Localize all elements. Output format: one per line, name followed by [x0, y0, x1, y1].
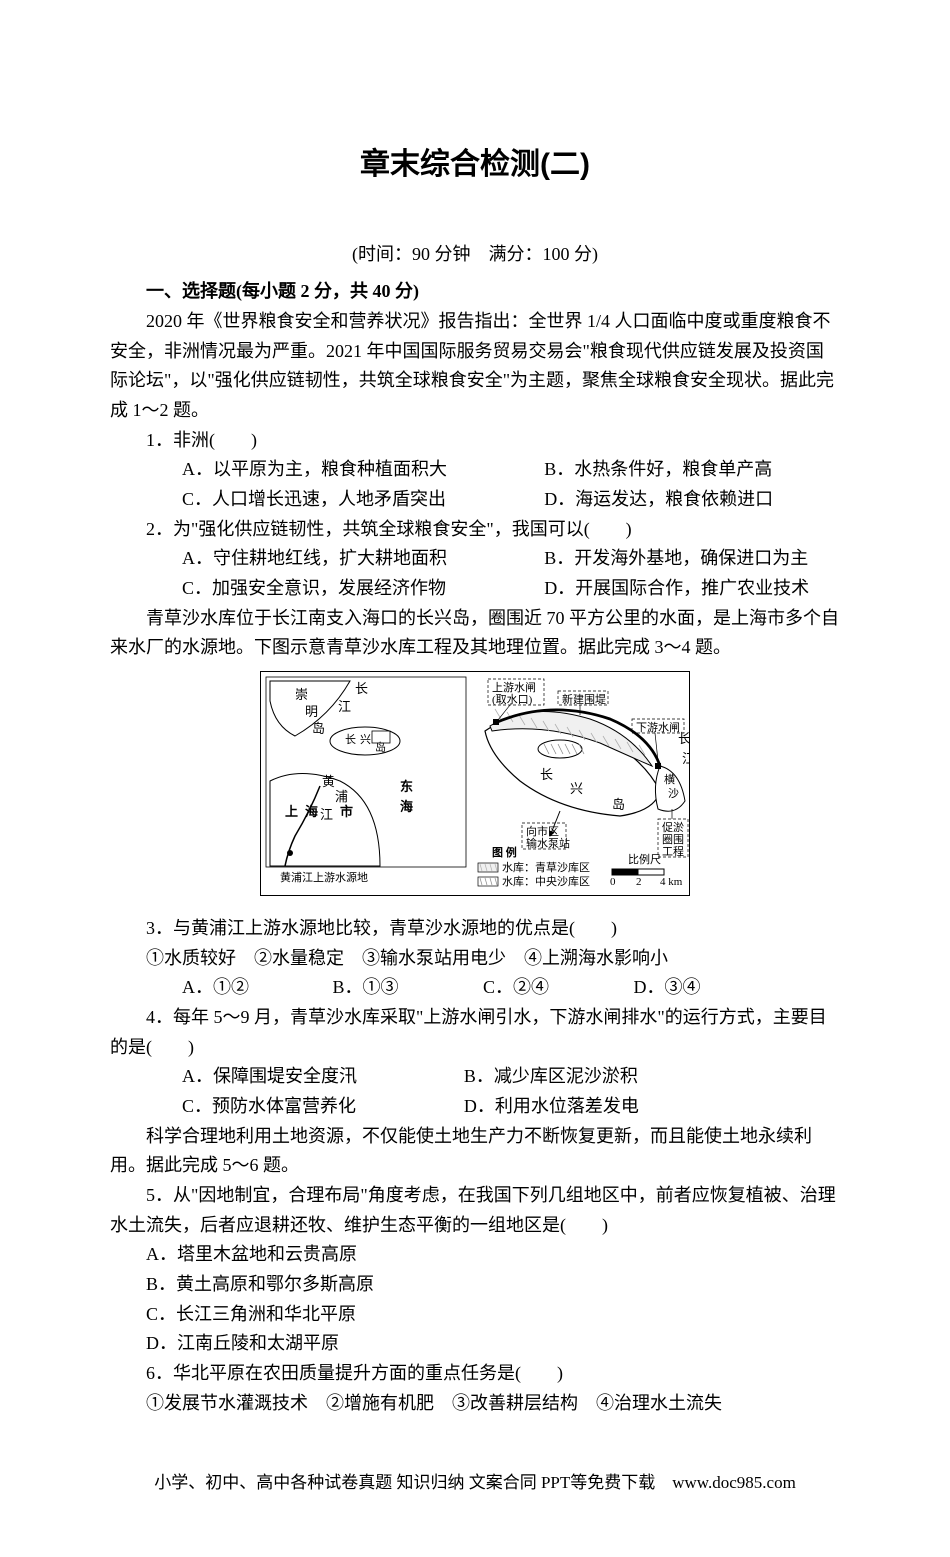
option-4d: D．利用水位落差发电 — [428, 1092, 639, 1122]
page-title: 章末综合检测(二) — [110, 140, 840, 190]
svg-text:上游水闸: 上游水闸 — [492, 681, 536, 694]
svg-text:比例尺: 比例尺 — [628, 852, 661, 866]
svg-text:4 km: 4 km — [660, 876, 683, 888]
question-1-options-row2: C．人口增长迅速，人地矛盾突出 D．海运发达，粮食依赖进口 — [110, 485, 840, 515]
svg-text:长: 长 — [345, 733, 356, 746]
question-1-stem: 1．非洲( ) — [110, 426, 840, 456]
svg-text:江: 江 — [682, 751, 690, 766]
question-3-stem: 3．与黄浦江上游水源地比较，青草沙水源地的优点是( ) — [110, 914, 840, 944]
svg-text:(取水口): (取水口) — [492, 693, 533, 706]
svg-text:水库：青草沙库区: 水库：青草沙库区 — [502, 861, 590, 874]
svg-text:海: 海 — [305, 804, 318, 819]
question-3-sub-options: ①水质较好 ②水量稳定 ③输水泵站用电少 ④上溯海水影响小 — [110, 944, 840, 974]
option-2a: A．守住耕地红线，扩大耕地面积 — [146, 544, 504, 574]
option-2d: D．开展国际合作，推广农业技术 — [508, 574, 809, 604]
option-1a: A．以平原为主，粮食种植面积大 — [146, 455, 504, 485]
question-5-stem: 5．从"因地制宜，合理布局"角度考虑，在我国下列几组地区中，前者应恢复植被、治理… — [110, 1181, 840, 1240]
svg-text:输水泵站: 输水泵站 — [526, 836, 570, 850]
page-footer: 小学、初中、高中各种试卷真题 知识归纳 文案合同 PPT等免费下载 www.do… — [110, 1469, 840, 1497]
question-4-stem: 4．每年 5～9 月，青草沙水库采取"上游水闸引水，下游水闸排水"的运行方式，主… — [110, 1003, 840, 1062]
question-2-options-row1: A．守住耕地红线，扩大耕地面积 B．开发海外基地，确保进口为主 — [110, 544, 840, 574]
option-3b: B．①③ — [297, 973, 443, 1003]
svg-text:崇: 崇 — [295, 687, 308, 702]
svg-text:水库：中央沙库区: 水库：中央沙库区 — [502, 875, 590, 888]
exam-time-score: (时间：90 分钟 满分：100 分) — [110, 240, 840, 270]
option-1c: C．人口增长迅速，人地矛盾突出 — [146, 485, 504, 515]
question-2-stem: 2．为"强化供应链韧性，共筑全球粮食安全"，我国可以( ) — [110, 515, 840, 545]
question-6-sub-options: ①发展节水灌溉技术 ②增施有机肥 ③改善耕层结构 ④治理水土流失 — [110, 1389, 840, 1419]
svg-text:江: 江 — [320, 807, 333, 822]
svg-text:长: 长 — [678, 731, 690, 746]
question-4-options-row1: A．保障围堤安全度汛 B．减少库区泥沙淤积 — [110, 1062, 840, 1092]
svg-text:上: 上 — [285, 804, 298, 819]
svg-text:江: 江 — [338, 699, 351, 714]
svg-text:市: 市 — [340, 804, 353, 819]
svg-text:黄: 黄 — [322, 774, 335, 789]
question-4-options-row2: C．预防水体富营养化 D．利用水位落差发电 — [110, 1092, 840, 1122]
option-1b: B．水热条件好，粮食单产高 — [508, 455, 772, 485]
svg-text:海: 海 — [400, 799, 413, 814]
section-1-heading: 一、选择题(每小题 2 分，共 40 分) — [110, 277, 840, 307]
option-3a: A．①② — [146, 973, 292, 1003]
svg-text:新建围堤: 新建围堤 — [562, 692, 606, 706]
question-3-options: A．①② B．①③ C．②④ D．③④ — [110, 973, 840, 1003]
svg-text:向市区: 向市区 — [526, 824, 559, 838]
map-figure: 长崇明岛江长兴岛黄浦东海上海江市黄浦江上游水源地上游水闸(取水口)新建围堤下游水… — [110, 671, 840, 906]
svg-text:东: 东 — [400, 779, 413, 794]
svg-text:岛: 岛 — [375, 740, 386, 754]
svg-text:圈围: 圈围 — [662, 833, 684, 846]
passage-2: 青草沙水库位于长江南支入海口的长兴岛，圈围近 70 平方公里的水面，是上海市多个… — [110, 604, 840, 663]
svg-text:0: 0 — [610, 876, 616, 888]
map-svg: 长崇明岛江长兴岛黄浦东海上海江市黄浦江上游水源地上游水闸(取水口)新建围堤下游水… — [260, 671, 690, 896]
question-6-stem: 6．华北平原在农田质量提升方面的重点任务是( ) — [110, 1359, 840, 1389]
svg-text:浦: 浦 — [335, 789, 348, 804]
option-2c: C．加强安全意识，发展经济作物 — [146, 574, 504, 604]
svg-text:长: 长 — [355, 681, 368, 696]
option-4c: C．预防水体富营养化 — [146, 1092, 423, 1122]
svg-text:工程: 工程 — [662, 845, 684, 858]
passage-3: 科学合理地利用土地资源，不仅能使土地生产力不断恢复更新，而且能使土地永续利用。据… — [110, 1122, 840, 1181]
passage-1: 2020 年《世界粮食安全和营养状况》报告指出：全世界 1/4 人口面临中度或重… — [110, 307, 840, 426]
exam-page: 章末综合检测(二) (时间：90 分钟 满分：100 分) 一、选择题(每小题 … — [0, 0, 950, 1557]
option-5c: C．长江三角洲和华北平原 — [110, 1300, 840, 1330]
svg-text:岛: 岛 — [612, 797, 625, 812]
svg-text:岛: 岛 — [312, 721, 325, 736]
question-2-options-row2: C．加强安全意识，发展经济作物 D．开展国际合作，推广农业技术 — [110, 574, 840, 604]
svg-text:明: 明 — [305, 704, 318, 719]
option-4b: B．减少库区泥沙淤积 — [428, 1062, 638, 1092]
svg-text:黄浦江上游水源地: 黄浦江上游水源地 — [280, 870, 368, 884]
question-1-options-row1: A．以平原为主，粮食种植面积大 B．水热条件好，粮食单产高 — [110, 455, 840, 485]
svg-text:横: 横 — [664, 772, 675, 786]
option-3c: C．②④ — [447, 973, 593, 1003]
svg-text:长: 长 — [540, 767, 553, 782]
option-5b: B．黄土高原和鄂尔多斯高原 — [110, 1270, 840, 1300]
option-1d: D．海运发达，粮食依赖进口 — [508, 485, 773, 515]
option-5a: A．塔里木盆地和云贵高原 — [110, 1240, 840, 1270]
option-3d: D．③④ — [598, 973, 701, 1003]
option-4a: A．保障围堤安全度汛 — [146, 1062, 423, 1092]
svg-text:沙: 沙 — [668, 787, 679, 800]
svg-text:促淤: 促淤 — [662, 820, 684, 834]
svg-text:兴: 兴 — [360, 733, 371, 746]
option-5d: D．江南丘陵和太湖平原 — [110, 1329, 840, 1359]
option-2b: B．开发海外基地，确保进口为主 — [508, 544, 808, 574]
svg-text:下游水闸: 下游水闸 — [636, 721, 680, 734]
svg-text:兴: 兴 — [570, 781, 583, 796]
svg-text:2: 2 — [636, 876, 642, 888]
svg-text:图 例: 图 例 — [492, 845, 517, 859]
